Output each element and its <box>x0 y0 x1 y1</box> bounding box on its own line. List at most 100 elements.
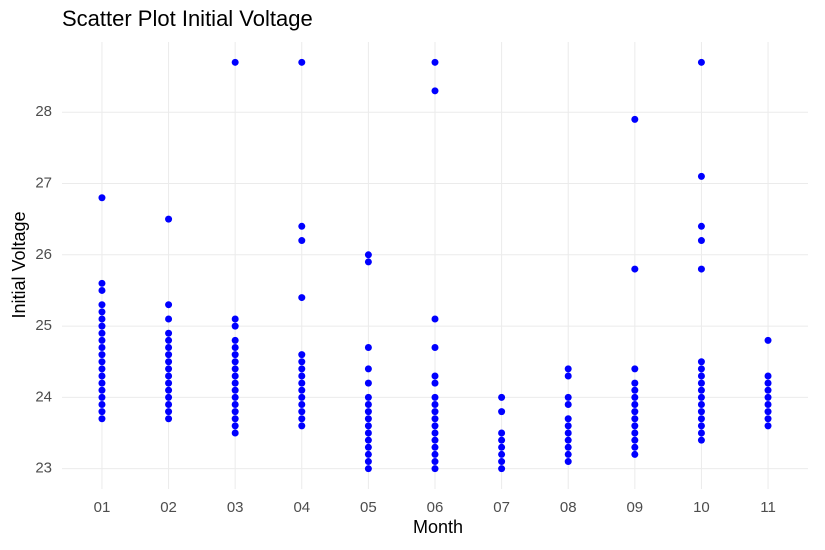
point <box>298 422 306 430</box>
point <box>697 222 705 230</box>
point <box>697 393 705 401</box>
point <box>431 343 439 351</box>
point <box>697 429 705 437</box>
point <box>631 265 639 273</box>
point <box>431 415 439 423</box>
point <box>98 308 106 316</box>
point <box>631 415 639 423</box>
point <box>165 358 173 366</box>
point <box>231 393 239 401</box>
point <box>364 393 372 401</box>
point <box>564 372 572 380</box>
point <box>98 415 106 423</box>
point <box>98 301 106 309</box>
y-tick-label: 24 <box>35 388 52 405</box>
y-tick-label: 26 <box>35 246 52 263</box>
point <box>165 336 173 344</box>
x-tick-label: 02 <box>160 499 177 516</box>
point <box>364 415 372 423</box>
point <box>364 258 372 266</box>
point <box>98 351 106 359</box>
point <box>231 358 239 366</box>
x-tick-label: 06 <box>427 499 444 516</box>
point <box>431 443 439 451</box>
point <box>431 429 439 437</box>
point <box>165 379 173 387</box>
point <box>298 365 306 373</box>
point <box>98 408 106 416</box>
point <box>364 379 372 387</box>
y-axis-title: Initial Voltage <box>9 211 29 318</box>
point <box>298 358 306 366</box>
point <box>298 415 306 423</box>
point <box>431 393 439 401</box>
point <box>364 436 372 444</box>
y-tick-label: 27 <box>35 174 52 191</box>
point <box>364 408 372 416</box>
point <box>498 458 506 466</box>
point <box>165 372 173 380</box>
point <box>231 408 239 416</box>
x-tick-label: 10 <box>693 499 710 516</box>
x-tick-label: 04 <box>293 499 310 516</box>
point <box>431 422 439 430</box>
point <box>98 315 106 323</box>
point <box>764 401 772 409</box>
point <box>431 436 439 444</box>
point <box>498 450 506 458</box>
point <box>364 443 372 451</box>
point <box>631 379 639 387</box>
point <box>631 436 639 444</box>
point <box>764 336 772 344</box>
point <box>231 58 239 66</box>
point <box>764 386 772 394</box>
point <box>431 458 439 466</box>
point <box>431 372 439 380</box>
point <box>231 415 239 423</box>
point <box>564 401 572 409</box>
point <box>98 401 106 409</box>
point <box>165 415 173 423</box>
point <box>231 351 239 359</box>
x-tick-label: 03 <box>227 499 244 516</box>
point <box>564 393 572 401</box>
point <box>764 379 772 387</box>
point <box>98 372 106 380</box>
point <box>364 465 372 473</box>
point <box>165 351 173 359</box>
point <box>364 422 372 430</box>
y-tick-label: 28 <box>35 103 52 120</box>
point <box>697 401 705 409</box>
point <box>564 436 572 444</box>
point <box>165 401 173 409</box>
point <box>98 343 106 351</box>
point <box>98 393 106 401</box>
x-tick-label: 07 <box>493 499 510 516</box>
point <box>364 401 372 409</box>
x-tick-label: 09 <box>626 499 643 516</box>
point <box>98 358 106 366</box>
point <box>631 393 639 401</box>
point <box>697 379 705 387</box>
point <box>564 458 572 466</box>
point <box>631 443 639 451</box>
point <box>764 408 772 416</box>
point <box>98 329 106 337</box>
point <box>431 450 439 458</box>
x-tick-label: 11 <box>760 499 776 516</box>
point <box>697 415 705 423</box>
y-tick-label: 25 <box>35 317 52 334</box>
point <box>165 408 173 416</box>
point <box>364 429 372 437</box>
point <box>298 379 306 387</box>
point <box>697 436 705 444</box>
point <box>231 386 239 394</box>
point <box>564 429 572 437</box>
point <box>498 465 506 473</box>
point <box>98 386 106 394</box>
point <box>231 422 239 430</box>
point <box>364 458 372 466</box>
point <box>231 343 239 351</box>
point <box>165 215 173 223</box>
